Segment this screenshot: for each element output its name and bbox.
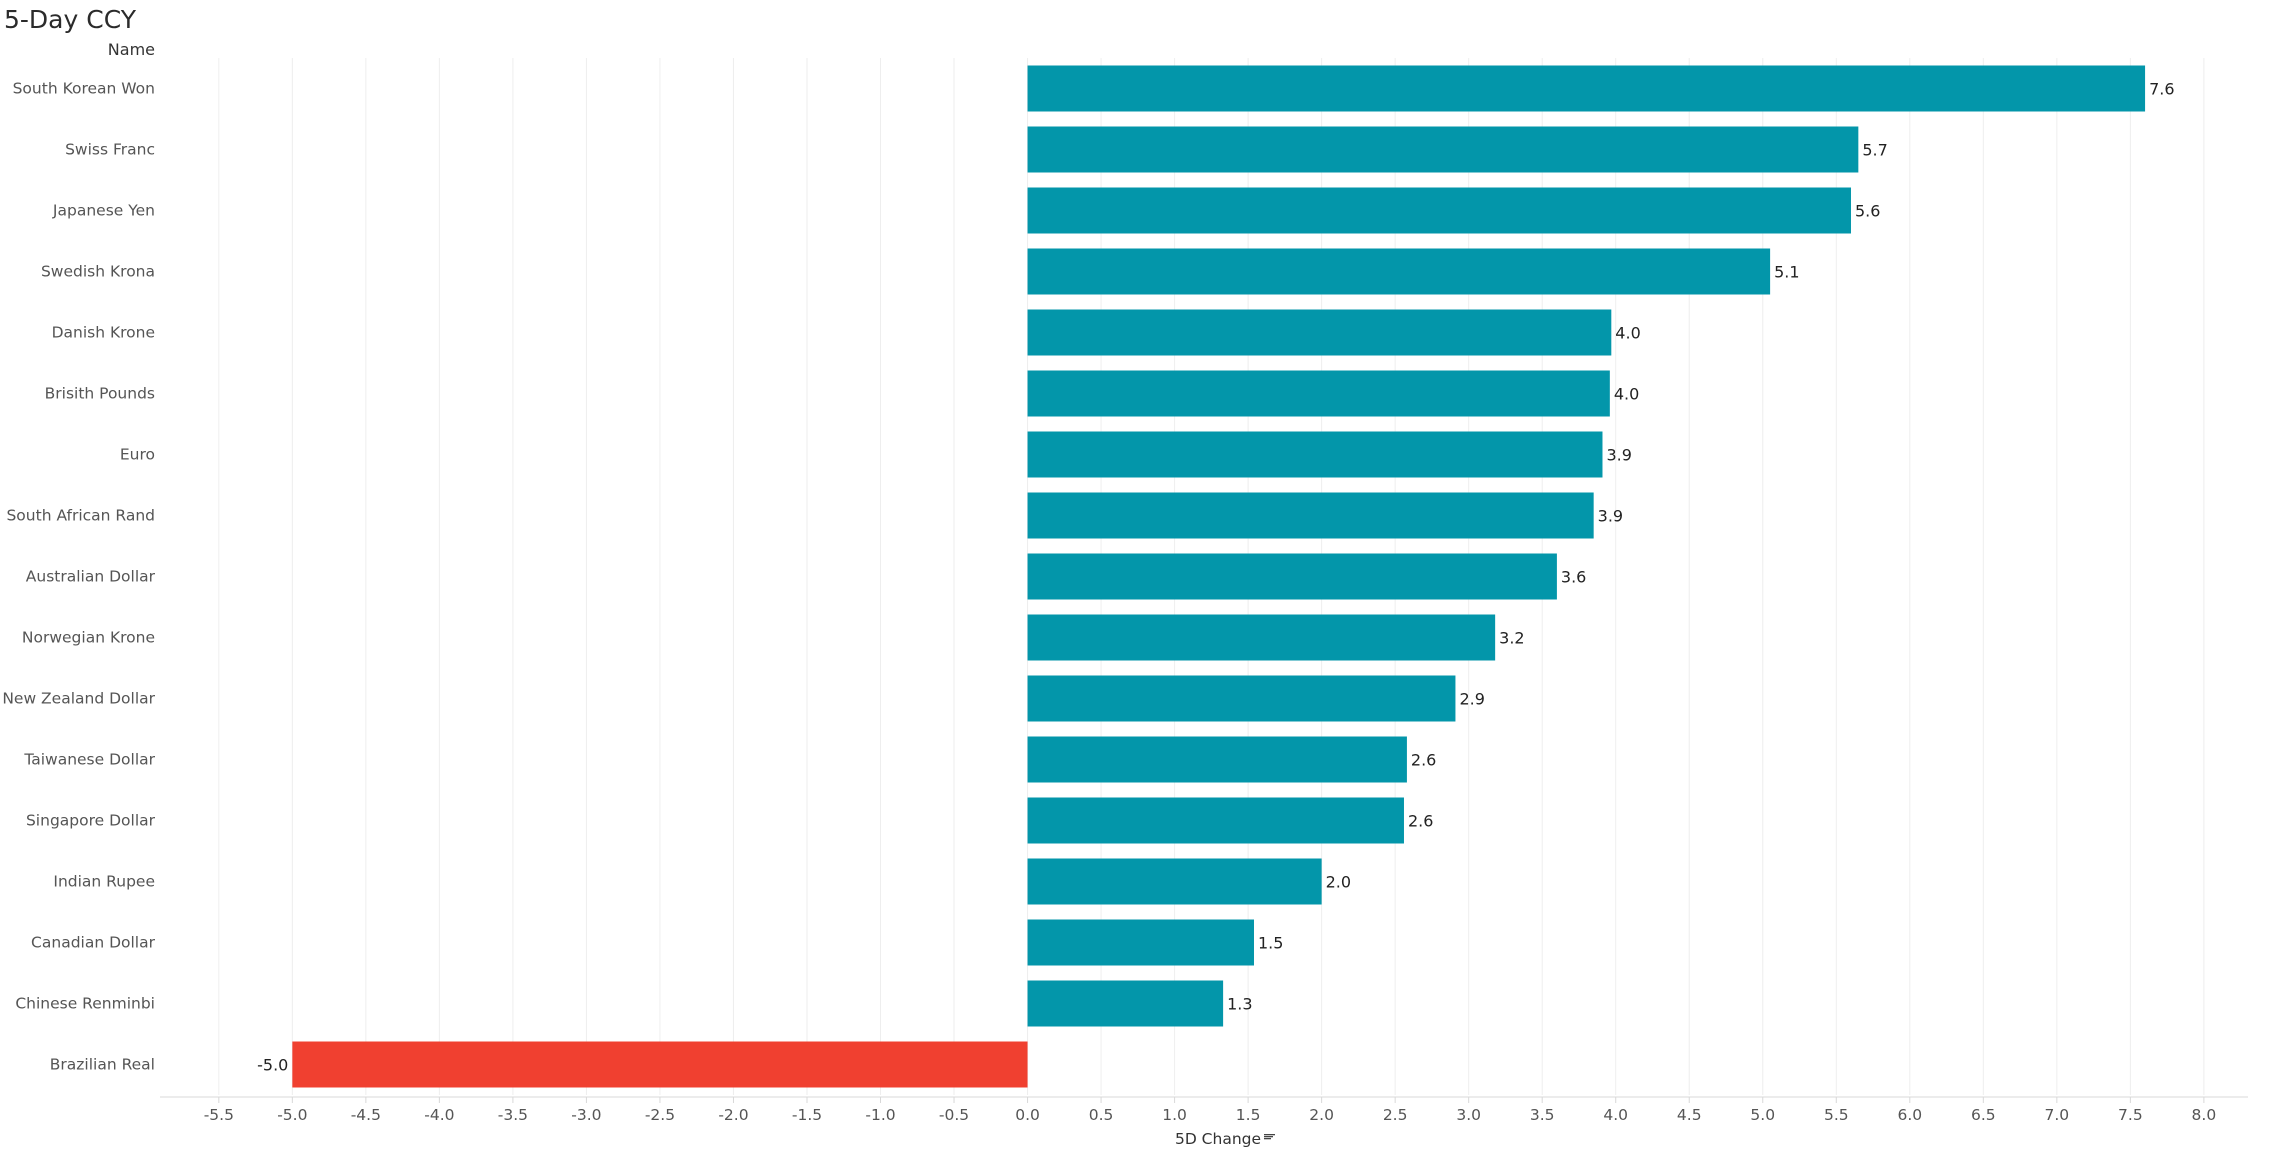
x-tick-label: 5.5: [1824, 1106, 1849, 1124]
x-tick-label: -1.5: [792, 1106, 822, 1124]
category-label: South African Rand: [6, 507, 155, 525]
category-label: Australian Dollar: [26, 568, 156, 586]
x-tick-label: 1.0: [1162, 1106, 1187, 1124]
x-tick-label: 3.5: [1530, 1106, 1555, 1124]
data-label: 5.1: [1774, 263, 1799, 282]
bar[interactable]: [292, 1041, 1028, 1088]
bar[interactable]: [1027, 126, 1859, 173]
bar[interactable]: [1027, 431, 1603, 478]
bar[interactable]: [1027, 187, 1851, 234]
category-label: Canadian Dollar: [31, 934, 156, 952]
sort-icon-bar: [1264, 1136, 1273, 1138]
x-tick-label: -4.5: [351, 1106, 381, 1124]
category-label: Japanese Yen: [52, 202, 155, 220]
x-tick-label: -5.5: [204, 1106, 234, 1124]
x-tick-label: 2.0: [1309, 1106, 1334, 1124]
bar[interactable]: [1027, 65, 2146, 112]
category-label: Norwegian Krone: [22, 629, 155, 647]
category-label: Swedish Krona: [41, 263, 155, 281]
data-label: 3.2: [1499, 629, 1524, 648]
data-label: 1.3: [1227, 995, 1252, 1014]
category-label: South Korean Won: [13, 80, 155, 98]
sort-icon-bar: [1264, 1134, 1275, 1136]
category-label: Danish Krone: [52, 324, 155, 342]
bar[interactable]: [1027, 553, 1557, 600]
x-tick-label: 8.0: [2192, 1106, 2217, 1124]
category-label: Brazilian Real: [50, 1056, 155, 1074]
data-label: 3.9: [1606, 446, 1631, 465]
bar[interactable]: [1027, 797, 1404, 844]
category-label: Singapore Dollar: [26, 812, 156, 830]
data-label: 5.7: [1862, 141, 1887, 160]
x-tick-label: -1.0: [865, 1106, 895, 1124]
x-tick-label: 0.0: [1015, 1106, 1040, 1124]
category-label: Swiss Franc: [65, 141, 155, 159]
x-tick-label: 2.5: [1383, 1106, 1408, 1124]
x-tick-label: 1.5: [1236, 1106, 1261, 1124]
x-tick-label: 7.0: [2045, 1106, 2070, 1124]
bars: [292, 65, 2146, 1088]
bar[interactable]: [1027, 614, 1496, 661]
category-label: Taiwanese Dollar: [23, 751, 155, 769]
data-label: 5.6: [1855, 202, 1880, 221]
x-tick-label: -2.0: [718, 1106, 748, 1124]
bar[interactable]: [1027, 248, 1771, 295]
x-tick-label: -2.5: [645, 1106, 675, 1124]
x-tick-label: -0.5: [939, 1106, 969, 1124]
chart-title: 5-Day CCY: [4, 5, 137, 34]
data-labels: 7.6 5.7 5.6 5.1 4.0 4.0 3.9 3.9 3.6 3.2 2.9 2.6 2.6 2…: [257, 80, 2174, 1075]
bar[interactable]: [1027, 858, 1322, 905]
bar[interactable]: [1027, 919, 1254, 966]
x-tick-label: 3.0: [1456, 1106, 1481, 1124]
x-tick-label: 6.5: [1971, 1106, 1996, 1124]
x-tick-label: 4.5: [1677, 1106, 1702, 1124]
bar[interactable]: [1027, 309, 1612, 356]
data-label: 2.6: [1408, 812, 1433, 831]
data-label: -5.0: [257, 1056, 288, 1075]
x-tick-label: 7.5: [2118, 1106, 2143, 1124]
data-label: 2.9: [1459, 690, 1484, 709]
category-label: Euro: [120, 446, 155, 464]
x-tick-label: -5.0: [277, 1106, 307, 1124]
data-label: 4.0: [1614, 385, 1639, 404]
x-tick-label: -4.0: [424, 1106, 454, 1124]
x-axis-title[interactable]: 5D Change: [1175, 1130, 1261, 1148]
bar[interactable]: [1027, 370, 1610, 417]
data-label: 2.6: [1411, 751, 1436, 770]
x-tick-label: 6.0: [1897, 1106, 1922, 1124]
data-label: 4.0: [1615, 324, 1640, 343]
bar[interactable]: [1027, 492, 1594, 539]
data-label: 3.9: [1598, 507, 1623, 526]
category-label: Chinese Renminbi: [15, 995, 155, 1013]
category-label: Indian Rupee: [53, 873, 155, 891]
x-tick-label: -3.0: [571, 1106, 601, 1124]
x-axis: -5.5 -5.0 -4.5 -4.0 -3.5 -3.0 -2.5 -2.0 -1.5 -1.0…: [160, 1096, 2248, 1124]
x-tick-label: 0.5: [1089, 1106, 1114, 1124]
sort-icon-bar: [1264, 1138, 1271, 1140]
x-tick-label: -3.5: [498, 1106, 528, 1124]
category-label: Brisith Pounds: [45, 385, 155, 403]
x-tick-label: 4.0: [1603, 1106, 1628, 1124]
bar[interactable]: [1027, 980, 1224, 1027]
bar[interactable]: [1027, 675, 1456, 722]
data-label: 1.5: [1258, 934, 1283, 953]
sort-descending-icon[interactable]: [1264, 1134, 1275, 1140]
bar[interactable]: [1027, 736, 1407, 783]
category-labels: South Korean Won Swiss Franc Japanese Yen S…: [2, 80, 155, 1074]
category-label: New Zealand Dollar: [2, 690, 155, 708]
category-header[interactable]: Name: [108, 40, 155, 59]
data-label: 7.6: [2149, 80, 2174, 99]
data-label: 3.6: [1561, 568, 1586, 587]
x-tick-label: 5.0: [1750, 1106, 1775, 1124]
data-label: 2.0: [1326, 873, 1351, 892]
